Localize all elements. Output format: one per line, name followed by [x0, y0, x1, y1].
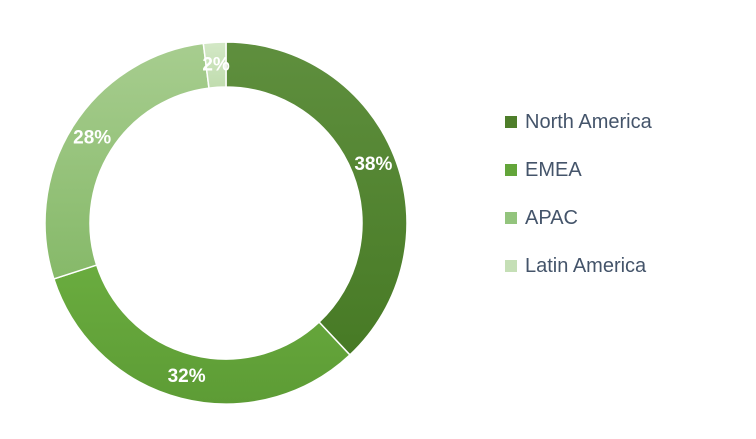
legend-label-north-america: North America	[525, 110, 652, 133]
legend-swatch-apac	[505, 212, 517, 224]
chart-legend: North America EMEA APAC Latin America	[505, 98, 652, 290]
legend-label-apac: APAC	[525, 206, 578, 229]
legend-swatch-north-america	[505, 116, 517, 128]
data-label-latin-america: 2%	[202, 54, 230, 75]
legend-label-latin-america: Latin America	[525, 254, 647, 277]
data-label-north-america: 38%	[354, 154, 392, 175]
slice-apac	[44, 42, 210, 280]
legend-swatch-latin-america	[505, 260, 517, 272]
data-label-apac: 28%	[73, 128, 111, 149]
legend-item-emea: EMEA	[505, 146, 652, 194]
data-labels: 38% 32% 28% 2%	[73, 54, 392, 387]
legend-item-apac: APAC	[505, 194, 652, 242]
donut-slices	[44, 41, 408, 405]
legend-label-emea: EMEA	[525, 158, 582, 181]
legend-swatch-emea	[505, 164, 517, 176]
slice-latin-america	[202, 41, 227, 89]
slice-north-america	[225, 41, 408, 357]
legend-item-latin-america: Latin America	[505, 242, 652, 290]
legend-item-north-america: North America	[505, 98, 652, 146]
data-label-emea: 32%	[168, 366, 206, 387]
